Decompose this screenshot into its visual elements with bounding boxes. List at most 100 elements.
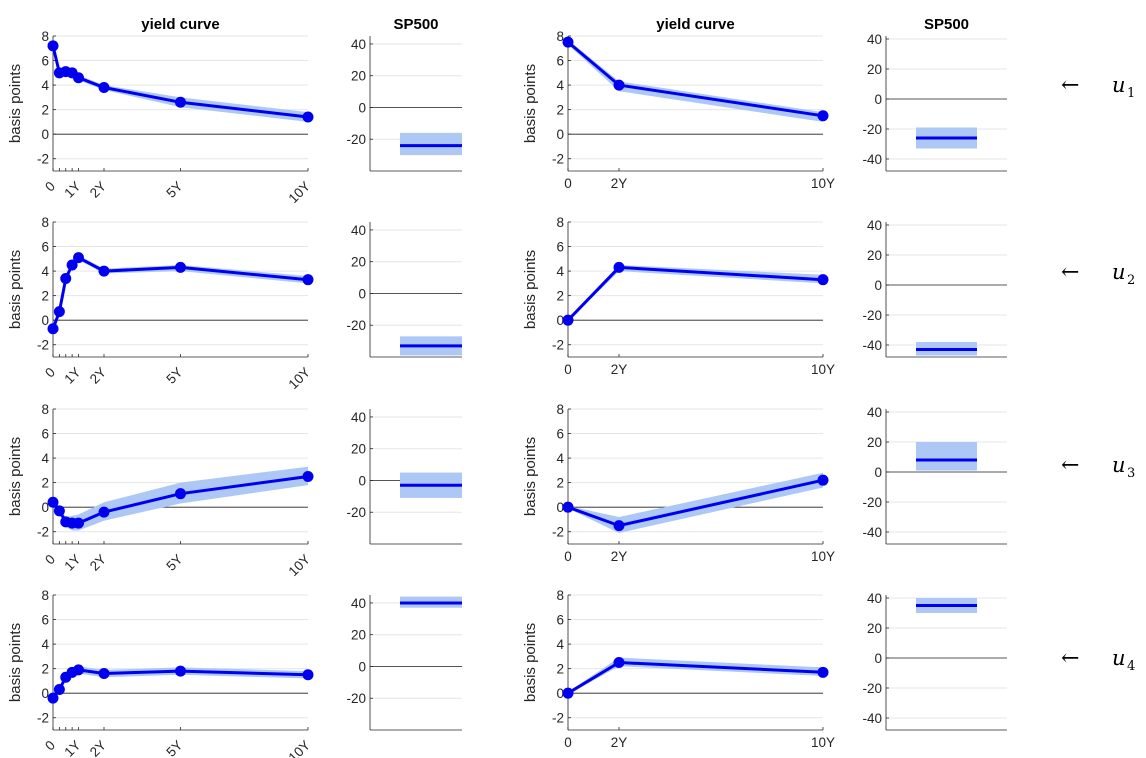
y-tick-label: 40 <box>867 32 882 47</box>
shock-symbol: u <box>1112 260 1126 284</box>
panel-title: yield curve <box>656 16 734 33</box>
data-point <box>98 506 110 518</box>
data-point <box>98 265 110 277</box>
x-tick-label: 0 <box>42 552 58 568</box>
x-tick-label: 0 <box>42 738 58 754</box>
y-tick-label: -20 <box>862 681 882 696</box>
y-tick-label: 4 <box>41 78 49 93</box>
y-axis-label: basis points <box>7 250 24 329</box>
y-tick-label: 6 <box>556 427 564 442</box>
data-point <box>175 261 186 273</box>
data-point <box>817 474 829 486</box>
data-point <box>613 657 625 668</box>
confidence-band <box>568 39 823 122</box>
y-tick-label: 4 <box>556 78 564 93</box>
x-tick-label: 2Y <box>611 549 628 564</box>
x-tick-label: 10Y <box>811 176 835 191</box>
y-tick-label: -40 <box>862 338 882 353</box>
y-axis-label: basis points <box>522 250 539 329</box>
left-arrow-icon: ← <box>1061 453 1079 478</box>
x-tick-label: 5Y <box>163 179 185 201</box>
data-point <box>60 272 72 284</box>
y-tick-label: 8 <box>41 402 49 417</box>
confidence-band <box>400 132 462 156</box>
y-tick-label: 2 <box>556 289 564 304</box>
y-tick-label: 40 <box>867 405 882 420</box>
data-point <box>302 471 314 482</box>
y-tick-label: -40 <box>862 152 882 167</box>
y-tick-label: 8 <box>41 215 49 230</box>
y-tick-label: 40 <box>867 591 882 606</box>
x-tick-label: 2Y <box>87 552 109 574</box>
data-point <box>817 274 829 286</box>
y-tick-label: 6 <box>41 613 49 628</box>
y-tick-label: 40 <box>351 410 366 425</box>
y-tick-label: 8 <box>556 215 564 230</box>
panel-left-sp500-u1: SP500 -20 0 20 40 <box>346 16 462 172</box>
x-tick-label: 0 <box>42 365 58 381</box>
data-point <box>98 82 110 94</box>
data-point <box>613 520 625 532</box>
shock-subscript: 3 <box>1127 466 1135 481</box>
y-tick-label: -20 <box>346 132 366 147</box>
data-point <box>47 40 59 52</box>
panel-right-sp500-u1: SP500 -40 -20 0 20 40 <box>862 16 1007 172</box>
y-tick-label: 2 <box>41 476 49 491</box>
y-tick-label: 6 <box>556 240 564 255</box>
y-tick-label: 20 <box>351 69 366 84</box>
x-tick-label: 0 <box>564 735 572 750</box>
y-tick-label: 40 <box>351 596 366 611</box>
y-tick-label: 6 <box>556 54 564 69</box>
x-tick-label: 1Y <box>61 365 83 387</box>
x-tick-label: 10Y <box>286 738 314 758</box>
x-tick-label: 5Y <box>163 738 185 758</box>
panel-right-sp500-u4: -40 -20 0 20 40 <box>862 591 1007 731</box>
confidence-band <box>568 657 823 695</box>
shock-subscript: 4 <box>1127 659 1135 674</box>
data-point <box>302 274 314 286</box>
data-point <box>47 323 59 335</box>
x-tick-label: 0 <box>42 179 58 195</box>
data-point <box>175 488 186 500</box>
shock-symbol: u <box>1112 453 1126 477</box>
y-tick-label: 8 <box>556 402 564 417</box>
data-point <box>613 79 625 91</box>
y-tick-label: -2 <box>552 338 564 353</box>
y-tick-label: 0 <box>358 659 366 674</box>
y-tick-label: -20 <box>346 505 366 520</box>
x-tick-label: 10Y <box>286 552 314 580</box>
x-tick-label: 2Y <box>611 735 628 750</box>
panel-left-sp500-u3: -20 0 20 40 <box>346 409 462 545</box>
y-tick-label: 4 <box>41 451 49 466</box>
data-point <box>53 684 65 695</box>
y-tick-label: 4 <box>556 637 564 652</box>
x-tick-label: 2Y <box>87 738 109 758</box>
y-tick-label: -2 <box>37 711 49 726</box>
data-point <box>613 261 625 273</box>
x-tick-label: 10Y <box>811 735 835 750</box>
y-tick-label: 2 <box>41 289 49 304</box>
y-tick-label: -2 <box>37 152 49 167</box>
x-tick-label: 1Y <box>61 738 83 758</box>
y-axis-label: basis points <box>522 64 539 143</box>
x-tick-label: 10Y <box>286 365 314 393</box>
y-tick-label: -2 <box>37 525 49 540</box>
data-point <box>302 669 314 681</box>
y-tick-label: 2 <box>41 103 49 118</box>
x-tick-label: 2Y <box>611 176 628 191</box>
y-tick-label: 8 <box>556 588 564 603</box>
data-point <box>66 259 78 271</box>
y-tick-label: 8 <box>41 588 49 603</box>
y-tick-label: 2 <box>41 662 49 677</box>
y-tick-label: 6 <box>41 427 49 442</box>
x-tick-label: 1Y <box>61 179 83 201</box>
y-tick-label: 4 <box>41 264 49 279</box>
y-tick-label: 4 <box>41 637 49 652</box>
panel-title: SP500 <box>393 16 438 33</box>
